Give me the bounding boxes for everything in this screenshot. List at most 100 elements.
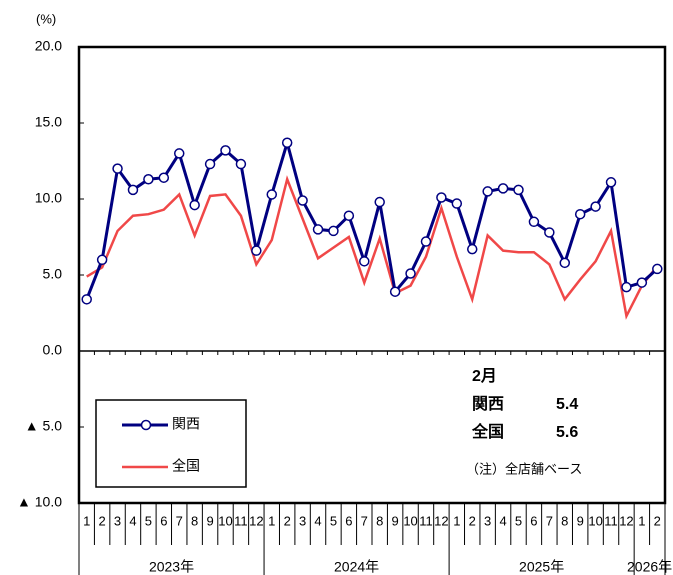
x-tick-label: 1	[638, 513, 645, 528]
point	[112, 163, 123, 174]
point	[158, 172, 170, 183]
x-tick-label: 6	[160, 513, 167, 528]
point	[312, 224, 324, 235]
x-tick-label: 2	[469, 513, 476, 528]
x-tick-label: 6	[530, 513, 537, 528]
point	[266, 189, 278, 200]
x-tick-label: 4	[499, 513, 506, 528]
y-tick-label: ▲ 5.0	[25, 418, 62, 434]
y-tick-label: 5.0	[43, 266, 63, 282]
annotation-series-name: 関西	[472, 395, 504, 413]
point	[605, 177, 617, 188]
x-tick-label: 12	[619, 513, 633, 528]
x-tick-label: 8	[191, 513, 198, 528]
series-line	[85, 137, 659, 300]
x-group-label: 2023年	[149, 559, 194, 575]
point	[652, 263, 663, 275]
point	[220, 145, 231, 156]
x-tick-label: 11	[419, 513, 433, 528]
x-tick-label: 3	[299, 513, 306, 528]
x-tick-label: 11	[604, 513, 618, 528]
y-tick-label: 15.0	[35, 114, 62, 130]
point	[559, 257, 571, 269]
point	[436, 192, 447, 203]
point	[374, 196, 385, 208]
annotation-note: （注）全店舗ベース	[466, 461, 582, 476]
point	[343, 210, 355, 221]
x-tick-label: 1	[268, 513, 275, 528]
legend-box	[95, 399, 247, 488]
point	[96, 254, 108, 266]
x-tick-label: 7	[546, 513, 553, 528]
x-tick-label: 1	[83, 513, 90, 528]
point	[528, 216, 540, 228]
y-axis-label: (%)	[36, 11, 56, 26]
legend-marker	[140, 419, 152, 431]
x-tick-label: 7	[176, 513, 183, 528]
x-tick-label: 6	[345, 513, 352, 528]
point	[451, 198, 463, 209]
x-tick-label: 9	[392, 513, 399, 528]
x-tick-label: 10	[588, 513, 602, 528]
point	[466, 243, 478, 255]
series-line	[86, 175, 659, 320]
point	[544, 227, 555, 238]
point	[621, 281, 632, 293]
point	[127, 184, 139, 196]
x-tick-label: 9	[577, 513, 584, 528]
point	[513, 184, 524, 196]
x-group-label: 2024年	[334, 559, 379, 575]
point	[497, 183, 509, 194]
x-tick-label: 10	[403, 513, 417, 528]
x-tick-label: 1	[453, 513, 460, 528]
point	[173, 148, 185, 159]
annotation-value: 5.4	[556, 396, 578, 413]
x-tick-label: 5	[330, 513, 337, 528]
x-tick-label: 5	[515, 513, 522, 528]
point	[359, 256, 370, 267]
x-tick-label: 3	[484, 513, 491, 528]
y-tick-label: 10.0	[35, 190, 62, 206]
x-tick-label: 8	[376, 513, 383, 528]
x-tick-label: 4	[129, 513, 136, 528]
point	[574, 208, 586, 220]
point	[235, 158, 247, 170]
point	[297, 195, 308, 206]
x-tick-label: 7	[361, 513, 368, 528]
point	[281, 137, 293, 149]
x-group-label: 2026年	[627, 559, 672, 575]
legend-label: 全国	[172, 458, 200, 474]
point	[482, 186, 493, 197]
x-tick-label: 2	[99, 513, 106, 528]
x-tick-label: 11	[234, 513, 248, 528]
point	[189, 199, 200, 211]
point	[204, 158, 216, 170]
x-tick-label: 8	[561, 513, 568, 528]
point	[251, 245, 262, 256]
x-group-label: 2025年	[519, 559, 564, 575]
annotation-series-name: 全国	[471, 422, 504, 441]
annotation-value: 5.6	[556, 424, 578, 441]
point	[636, 277, 648, 288]
annotation-month: 2月	[472, 367, 497, 385]
point	[590, 201, 601, 212]
y-tick-label: 20.0	[35, 38, 62, 54]
point	[81, 294, 92, 305]
point	[328, 225, 339, 237]
y-tick-label: 0.0	[43, 342, 63, 358]
x-tick-label: 2	[284, 513, 291, 528]
point	[405, 268, 416, 279]
x-tick-label: 2	[654, 513, 661, 528]
x-tick-label: 4	[314, 513, 321, 528]
x-tick-label: 3	[114, 513, 121, 528]
point	[420, 236, 432, 247]
x-tick-label: 12	[249, 513, 263, 528]
legend-label: 関西	[172, 416, 200, 432]
y-tick-label: ▲ 10.0	[17, 494, 62, 510]
point	[143, 173, 154, 185]
x-tick-label: 5	[145, 513, 152, 528]
x-tick-label: 9	[206, 513, 213, 528]
point	[389, 286, 401, 297]
x-tick-label: 12	[434, 513, 448, 528]
